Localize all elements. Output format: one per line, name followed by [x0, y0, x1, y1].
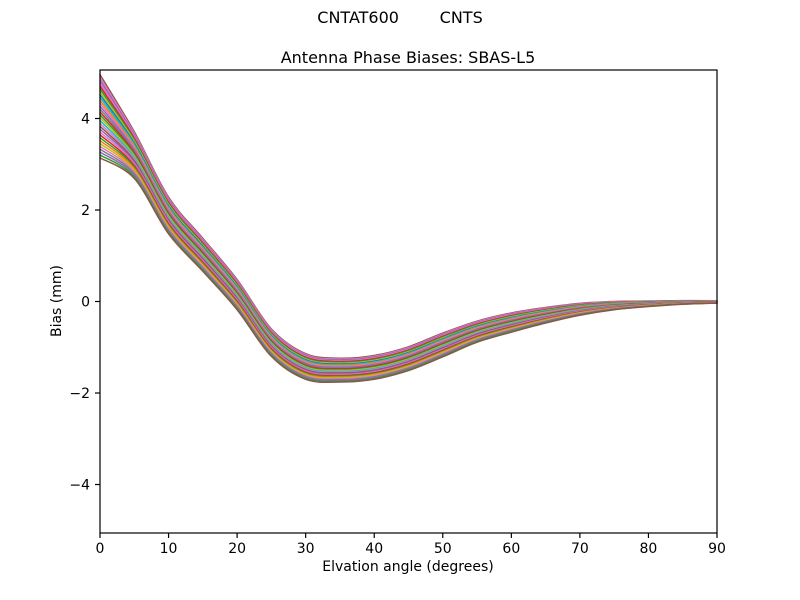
y-tick-label: 4 [81, 111, 90, 127]
x-tick-label: 30 [297, 541, 315, 557]
x-axis-label: Elvation angle (degrees) [322, 559, 494, 575]
axes-spines [99, 69, 718, 534]
bias-curve [99, 145, 718, 380]
axes-title: Antenna Phase Biases: SBAS-L5 [280, 48, 536, 67]
bias-curve [99, 88, 718, 364]
y-tick-label: −2 [69, 386, 90, 402]
bias-curves [99, 73, 718, 384]
x-tick-label: 50 [434, 541, 452, 557]
bias-curve [99, 116, 718, 372]
x-tick-label: 20 [228, 541, 246, 557]
bias-curve [99, 148, 718, 381]
x-tick-label: 60 [502, 541, 520, 557]
x-tick-label: 80 [640, 541, 658, 557]
y-tick-label: 2 [81, 203, 90, 219]
bias-curve [99, 82, 718, 362]
figure-suptitle: CNTAT600 CNTS [317, 8, 483, 27]
x-tick-label: 70 [571, 541, 589, 557]
y-tick-label: −4 [69, 478, 90, 494]
x-tick-label: 40 [365, 541, 383, 557]
x-tick-label: 0 [96, 541, 105, 557]
plot-frame [99, 69, 718, 534]
bias-curve [99, 73, 718, 360]
bias-curve [99, 76, 718, 360]
bias-curve [99, 157, 718, 384]
x-tick-label: 10 [160, 541, 178, 557]
x-tick-label: 90 [708, 541, 726, 557]
y-tick-label: 0 [81, 295, 90, 311]
bias-curve [99, 114, 718, 371]
bias-curve [99, 79, 718, 361]
axis-ticks: 0 10 20 30 40 50 60 70 80 90 −4 −2 0 2 4 [69, 111, 726, 557]
bias-curve [99, 85, 718, 363]
